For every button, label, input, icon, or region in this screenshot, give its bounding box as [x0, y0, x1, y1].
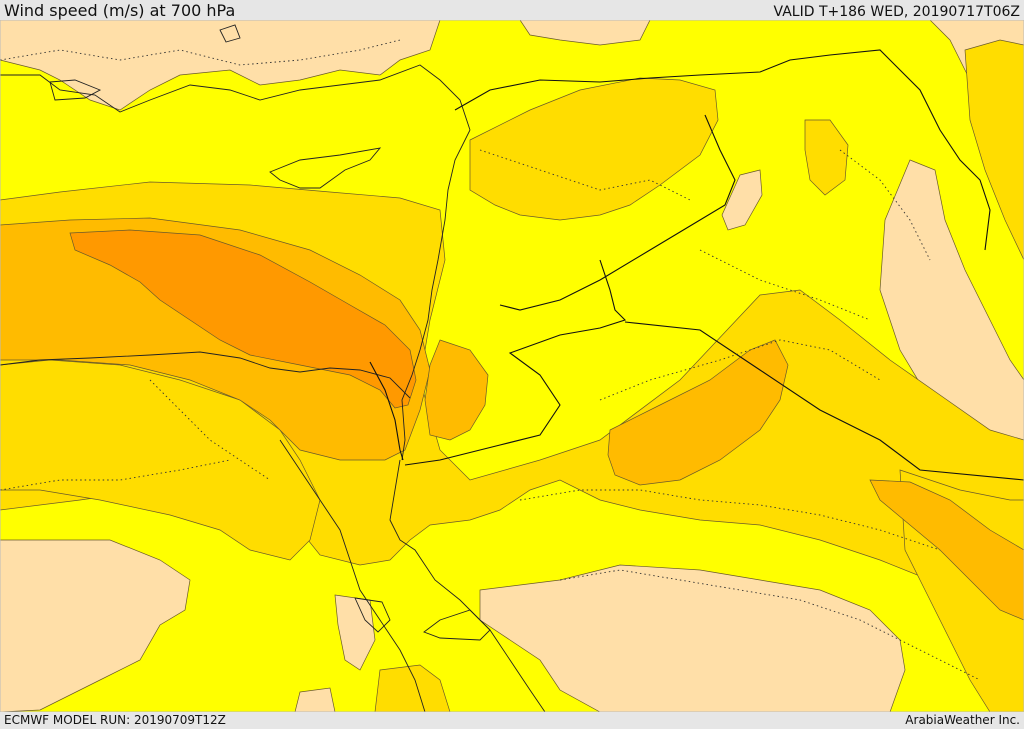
hejaz-low-area: [479, 564, 906, 712]
south-low-area: [294, 687, 336, 712]
map-title: Wind speed (m/s) at 700 hPa: [4, 1, 236, 20]
admin-3: [149, 379, 271, 481]
model-run-label: ECMWF MODEL RUN: 20190709T12Z: [4, 713, 226, 727]
med-band-2: [0, 217, 431, 461]
coast-turkey: [0, 64, 471, 131]
header-bar: [0, 0, 1024, 20]
footer-bar: [0, 712, 1024, 729]
band-2-areas: [0, 217, 1024, 621]
gap-4: [219, 24, 241, 43]
admin-6: [0, 459, 231, 491]
north-low-area: [519, 20, 651, 46]
south-band-1: [374, 664, 451, 712]
coast-arabia-red-sea: [389, 459, 546, 712]
border-egypt-israel: [369, 361, 404, 461]
admin-boundaries: [0, 39, 981, 681]
coast-levant: [401, 129, 471, 461]
saudi-band-2: [607, 339, 789, 486]
admin-4: [599, 339, 881, 401]
iraq-low-blob: [721, 169, 763, 231]
egypt-band-1: [0, 359, 321, 561]
wind-speed-map: [0, 20, 1024, 712]
turkey-low-area: [0, 20, 441, 111]
coast-sinai: [279, 439, 426, 712]
admin-7: [559, 569, 981, 681]
admin-5: [519, 489, 941, 551]
gulf-band-2: [869, 479, 1024, 621]
border-jordan-saudi: [404, 259, 627, 466]
valid-time-label: VALID T+186 WED, 20190717T06Z: [773, 4, 1020, 20]
border-syria-iraq: [499, 114, 736, 311]
coastlines: [0, 64, 546, 712]
east-band-1: [964, 39, 1024, 261]
levant-band-2: [424, 339, 489, 441]
coast-cyprus: [269, 147, 382, 189]
admin-2: [479, 149, 691, 201]
egypt-low-area: [0, 539, 191, 712]
admin-8: [839, 149, 931, 261]
credit-label: ArabiaWeather Inc.: [905, 713, 1020, 727]
border-iraq-saudi: [624, 321, 1024, 481]
border-syria-turkey: [454, 49, 991, 251]
gap-3: [49, 79, 102, 101]
coast-africa: [0, 351, 411, 399]
iraq-band-1: [804, 119, 849, 196]
country-borders: [369, 49, 1024, 481]
syria-band-1: [469, 77, 719, 221]
iran-low-area: [879, 159, 1024, 481]
